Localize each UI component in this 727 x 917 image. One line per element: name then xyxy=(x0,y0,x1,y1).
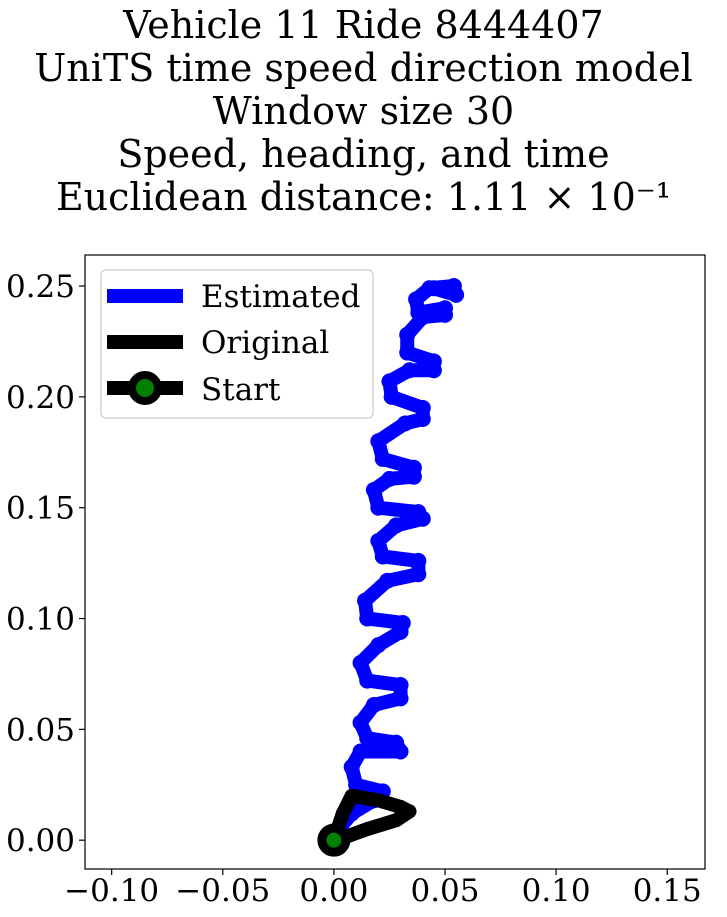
estimated-point xyxy=(381,470,398,487)
estimated-point xyxy=(359,730,376,747)
x-tick-label: −0.10 xyxy=(64,873,159,909)
y-tick-label: 0.25 xyxy=(6,269,75,305)
legend-start-marker xyxy=(128,371,162,405)
estimated-point xyxy=(381,373,398,390)
legend-original-label: Original xyxy=(201,325,329,361)
original-point xyxy=(335,806,350,821)
x-tick-label: 0.05 xyxy=(410,873,479,909)
estimated-point xyxy=(365,481,382,498)
estimated-point xyxy=(414,411,431,428)
estimated-point xyxy=(405,459,422,476)
original-point xyxy=(344,788,359,803)
y-tick-label: 0.10 xyxy=(6,602,75,638)
title-line-1: Vehicle 11 Ride 8444407 xyxy=(123,3,604,47)
title-line-4: Speed, heading, and time xyxy=(117,132,610,176)
estimated-point xyxy=(348,776,365,793)
x-tick-label: 0.00 xyxy=(299,873,368,909)
estimated-point xyxy=(374,548,391,565)
y-tick-label: 0.00 xyxy=(6,823,75,859)
estimated-point xyxy=(388,517,405,534)
estimated-point xyxy=(397,415,413,432)
estimated-point xyxy=(352,714,369,731)
estimated-point xyxy=(370,637,387,654)
y-tick-label: 0.20 xyxy=(6,380,75,416)
estimated-point xyxy=(392,690,409,707)
title-line-3: Window size 30 xyxy=(212,89,515,133)
estimated-point xyxy=(392,677,409,694)
estimated-point xyxy=(399,344,416,361)
estimated-point xyxy=(365,696,382,713)
estimated-point xyxy=(370,532,387,549)
title-line-5: Euclidean distance: 1.11 × 10⁻¹ xyxy=(55,175,672,219)
estimated-point xyxy=(370,433,387,450)
estimated-point xyxy=(410,304,427,321)
estimated-point xyxy=(343,759,360,776)
estimated-point xyxy=(374,450,391,467)
estimated-point xyxy=(437,300,453,317)
title-line-2: UniTS time speed direction model xyxy=(34,46,693,90)
original-point xyxy=(360,822,375,837)
estimated-point xyxy=(359,610,376,627)
estimated-point xyxy=(448,286,465,303)
estimated-point xyxy=(410,566,427,583)
estimated-point xyxy=(370,499,387,516)
estimated-point xyxy=(410,504,427,521)
estimated-point xyxy=(357,592,373,609)
series-layer xyxy=(317,278,465,857)
estimated-point xyxy=(352,654,369,671)
y-tick-label: 0.15 xyxy=(6,491,75,527)
x-tick-label: 0.10 xyxy=(522,873,591,909)
original-point xyxy=(389,813,404,828)
estimated-point xyxy=(383,388,400,405)
legend: Estimated Original Start xyxy=(100,269,374,419)
legend-start-label: Start xyxy=(201,372,281,408)
estimated-point xyxy=(425,280,442,297)
plot-frame xyxy=(84,254,706,870)
estimated-point xyxy=(359,672,376,689)
axes: −0.10 −0.05 0.00 0.05 0.10 0.15 0.00 0.05 0.10 0.… xyxy=(6,254,706,909)
x-tick-label: 0.15 xyxy=(633,873,702,909)
estimated-point xyxy=(399,326,416,343)
estimated-point xyxy=(414,399,431,416)
estimated-point xyxy=(394,614,411,631)
estimated-point xyxy=(388,734,405,751)
original-point xyxy=(402,804,417,819)
legend-estimated-label: Estimated xyxy=(201,279,360,315)
estimated-point xyxy=(401,362,418,379)
y-tick-label: 0.05 xyxy=(6,712,75,748)
start-marker xyxy=(317,823,351,857)
estimated-point xyxy=(379,572,396,589)
original-point xyxy=(371,793,386,808)
estimated-point xyxy=(425,353,442,370)
estimated-point xyxy=(352,743,369,760)
x-tick-label: −0.05 xyxy=(175,873,270,909)
estimated-point xyxy=(408,291,425,308)
estimated-point xyxy=(410,552,427,569)
